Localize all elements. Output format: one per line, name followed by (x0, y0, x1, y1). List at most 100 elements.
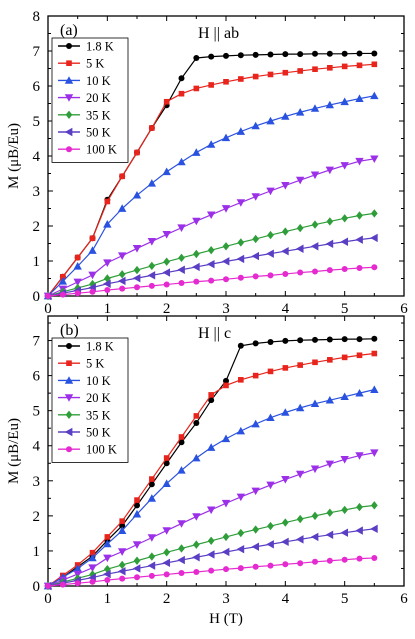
data-point (162, 558, 171, 568)
data-point (251, 419, 260, 428)
data-point (192, 217, 201, 226)
data-point (178, 280, 185, 287)
data-point (312, 66, 318, 72)
data-point (119, 285, 126, 292)
data-point (222, 242, 230, 251)
data-point (251, 542, 260, 551)
data-point (310, 465, 320, 474)
data-point (312, 336, 318, 343)
data-point (221, 133, 231, 142)
data-point (340, 97, 349, 106)
data-point (223, 79, 229, 85)
data-point (310, 399, 320, 408)
series-5k (45, 61, 378, 299)
data-point (341, 505, 349, 515)
data-point (104, 287, 111, 294)
data-point (119, 575, 126, 582)
data-point (133, 265, 141, 275)
y-tick-label: 8 (33, 9, 41, 25)
data-point (281, 227, 289, 236)
legend-entry: 10 K (86, 74, 111, 88)
data-point (325, 530, 334, 540)
data-point (134, 502, 140, 509)
data-point (356, 265, 363, 271)
data-point (162, 479, 171, 487)
data-point (223, 377, 229, 384)
data-point (297, 362, 303, 368)
data-point (192, 249, 200, 259)
data-point (370, 233, 378, 243)
data-point (236, 493, 246, 502)
data-point (267, 521, 274, 531)
data-point (326, 50, 333, 57)
legend-entry: 35 K (86, 408, 111, 422)
data-point (89, 288, 96, 295)
panel-a: 0 1 2 3 4 5 6 0 1 2 3 4 5 6 7 8 M (μB/Eu) (a) H || ab 1.8 K… (6, 9, 408, 317)
data-point (282, 51, 289, 58)
data-point (340, 237, 349, 246)
data-point (117, 548, 127, 556)
data-point (297, 68, 303, 74)
data-point (192, 453, 201, 462)
y-axis-label: M (μB/Eu) (6, 418, 22, 484)
field-direction-annotation: H || c (198, 325, 231, 342)
data-point (252, 73, 259, 80)
data-point (236, 254, 245, 264)
data-point (326, 267, 333, 274)
data-point (266, 540, 274, 549)
data-point (73, 564, 82, 572)
data-point (206, 443, 216, 451)
legend-marker (66, 146, 72, 153)
data-point (296, 223, 304, 233)
data-point (103, 259, 112, 267)
data-point (134, 497, 140, 503)
data-point (267, 230, 274, 240)
data-point (45, 583, 51, 589)
x-tick-label: 6 (400, 301, 408, 317)
data-point (297, 51, 304, 58)
data-point (356, 50, 363, 57)
data-point (281, 247, 289, 256)
data-point (251, 487, 260, 496)
data-point (132, 541, 142, 549)
data-point (60, 273, 66, 280)
data-point (238, 377, 244, 383)
x-tick-label: 5 (341, 591, 349, 607)
data-point (223, 382, 229, 389)
x-tick-label: 3 (222, 591, 230, 607)
data-point (340, 162, 349, 170)
data-point (192, 262, 200, 272)
data-point (117, 526, 127, 534)
data-point (236, 426, 246, 435)
data-point (103, 220, 112, 228)
data-point (295, 470, 305, 479)
data-point (206, 211, 216, 219)
data-point (310, 104, 320, 112)
data-point (370, 524, 378, 534)
data-point (73, 278, 82, 287)
data-point (132, 509, 142, 518)
data-point (282, 337, 289, 344)
legend-entry: 20 K (86, 391, 111, 405)
data-point (371, 264, 378, 271)
data-point (282, 365, 289, 371)
legend-marker (64, 76, 74, 84)
data-point (192, 540, 200, 549)
data-point (297, 269, 304, 276)
data-point (311, 220, 319, 229)
series-20k (43, 155, 379, 301)
x-tick-label: 5 (341, 301, 349, 317)
data-point (89, 549, 96, 556)
series-line (47, 504, 375, 587)
data-point (147, 561, 156, 570)
data-point (148, 481, 155, 488)
data-point (327, 357, 333, 363)
data-point (296, 514, 304, 524)
data-point (310, 532, 319, 542)
data-point (117, 204, 127, 212)
y-tick-label: 1 (33, 544, 41, 560)
data-point (193, 278, 200, 285)
data-point (251, 193, 260, 201)
legend-entry: 35 K (86, 108, 111, 122)
data-point (267, 71, 274, 78)
